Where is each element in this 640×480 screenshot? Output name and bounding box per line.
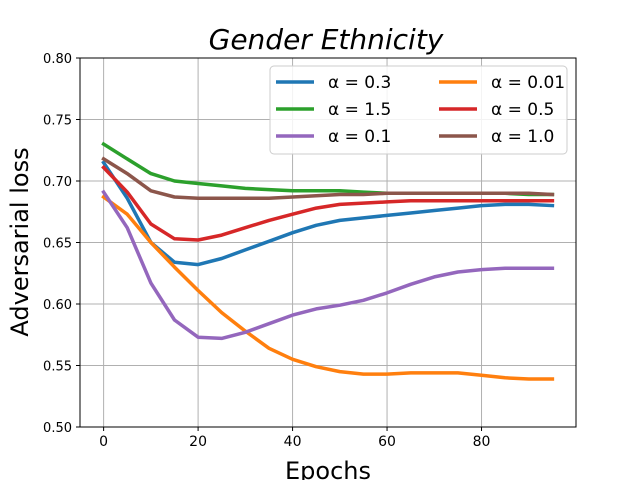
legend-label: α = 0.1 xyxy=(328,127,391,147)
y-tick-label: 0.65 xyxy=(43,237,72,252)
y-tick-label: 0.80 xyxy=(43,52,72,67)
legend-label: α = 1.5 xyxy=(328,100,391,120)
legend-label: α = 1.0 xyxy=(491,127,554,147)
legend-box xyxy=(269,65,568,155)
y-tick-label: 0.70 xyxy=(43,175,72,190)
y-axis-label: Adversarial loss xyxy=(6,147,34,336)
x-tick-label: 0 xyxy=(99,434,108,450)
chart-title: Gender Ethnicity xyxy=(209,23,444,56)
legend-label: α = 0.3 xyxy=(328,73,391,93)
x-tick-label: 40 xyxy=(284,434,302,450)
y-tick-label: 0.75 xyxy=(43,114,72,129)
axis-ticks: 0 20 40 60 80 0.50 0.55 0.60 0.65 0.70 0.75 0.80 xyxy=(43,52,490,450)
series-line-0.1 xyxy=(101,189,555,341)
y-tick-label: 0.55 xyxy=(43,360,72,375)
legend-label: α = 0.01 xyxy=(491,73,565,93)
x-tick-label: 20 xyxy=(189,434,207,450)
y-tick-label: 0.60 xyxy=(43,298,72,313)
series-line-1.0 xyxy=(101,156,555,200)
x-tick-label: 60 xyxy=(378,434,396,450)
series-lines xyxy=(101,141,555,381)
legend: α = 0.3 α = 0.01 α = 1.5 α = 0.5 α = 0.1 α = … xyxy=(269,65,568,155)
legend-label: α = 0.5 xyxy=(491,100,554,120)
series-line-0.3 xyxy=(101,160,555,267)
series-line-0.01 xyxy=(101,194,555,381)
series-line-0.5 xyxy=(101,165,555,242)
x-axis-label: Epochs xyxy=(285,457,371,480)
x-tick-label: 80 xyxy=(473,434,491,450)
y-tick-label: 0.50 xyxy=(43,421,72,436)
